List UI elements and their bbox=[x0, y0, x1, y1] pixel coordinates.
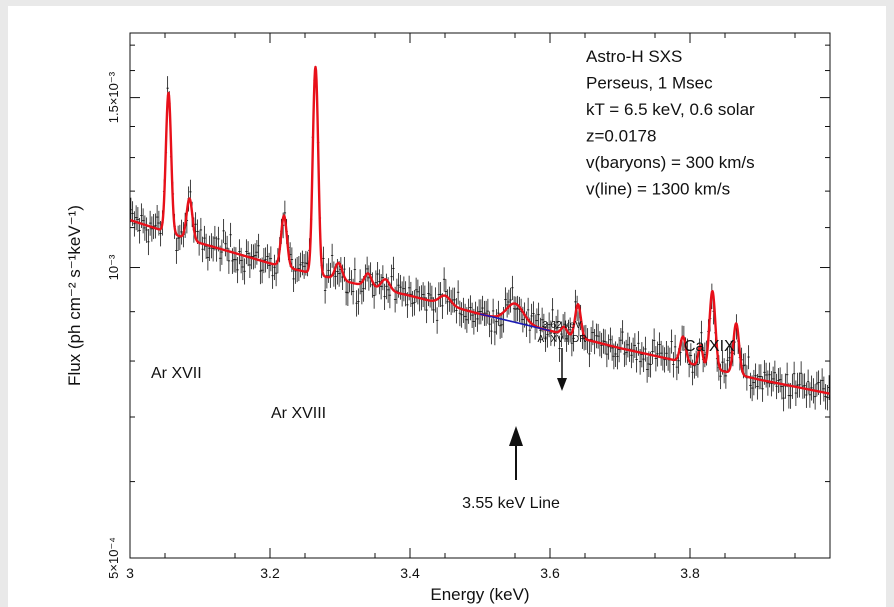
x-tick-label: 3.2 bbox=[260, 565, 280, 581]
info-box: Astro-H SXS Perseus, 1 Msec kT = 6.5 keV, … bbox=[586, 47, 755, 199]
ca19-label: Ca XIX bbox=[684, 338, 735, 355]
plot-frame bbox=[129, 32, 831, 559]
ar18-label: Ar XVIII bbox=[271, 405, 326, 422]
line-355-label: 3.55 keV Line bbox=[462, 495, 560, 512]
spectrum-chart: 3 3.2 3.4 3.6 3.8 5×10⁻⁴ 10⁻³ 1.5×10⁻³ Energy (… bbox=[65, 32, 831, 604]
line-arrow-head bbox=[509, 426, 523, 446]
info-box-line: kT = 6.5 keV, 0.6 solar bbox=[586, 100, 755, 119]
y-axis-label: Flux (ph cm⁻² s⁻¹keV⁻¹) bbox=[65, 205, 84, 386]
x-tick-label: 3.4 bbox=[400, 565, 420, 581]
x-tick-label: 3 bbox=[126, 565, 134, 581]
dr-energy-label: 3.62 keV bbox=[542, 320, 582, 331]
figure-frame: 3 3.2 3.4 3.6 3.8 5×10⁻⁴ 10⁻³ 1.5×10⁻³ Energy (… bbox=[8, 6, 886, 607]
y-tick-label: 1.5×10⁻³ bbox=[106, 71, 121, 123]
annotation-arrows bbox=[509, 348, 567, 480]
y-tick-label: 10⁻³ bbox=[106, 254, 121, 280]
info-box-line: v(baryons) = 300 km/s bbox=[586, 153, 755, 172]
x-tick-label: 3.8 bbox=[680, 565, 700, 581]
y-tick-label: 5×10⁻⁴ bbox=[106, 537, 121, 579]
ticks-layer: 3 3.2 3.4 3.6 3.8 5×10⁻⁴ 10⁻³ 1.5×10⁻³ bbox=[106, 33, 830, 581]
data-points bbox=[129, 68, 831, 412]
text-layer: Energy (keV) Flux (ph cm⁻² s⁻¹keV⁻¹) Ast… bbox=[65, 47, 755, 604]
info-box-line: Astro-H SXS bbox=[586, 47, 682, 66]
info-box-line: v(line) = 1300 km/s bbox=[586, 180, 730, 199]
dr-arrow-head bbox=[557, 378, 567, 391]
info-box-line: z=0.0178 bbox=[586, 127, 656, 146]
model-no-line-curve bbox=[479, 313, 551, 332]
info-box-line: Perseus, 1 Msec bbox=[586, 74, 713, 93]
x-tick-label: 3.6 bbox=[540, 565, 560, 581]
x-axis-label: Energy (keV) bbox=[430, 585, 529, 604]
ar17-label: Ar XVII bbox=[151, 365, 202, 382]
dr-ion-label: Ar XVII DR bbox=[538, 334, 587, 345]
data-layer bbox=[129, 65, 831, 412]
